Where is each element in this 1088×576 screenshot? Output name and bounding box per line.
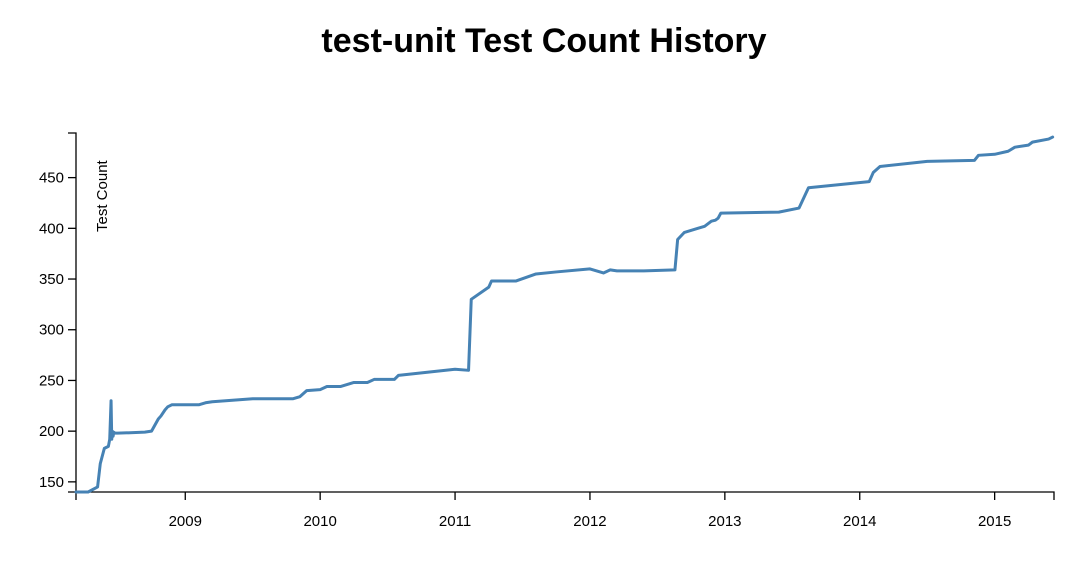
y-axis-line <box>68 132 77 493</box>
y-tick-label: 350 <box>39 271 64 288</box>
series-line <box>74 135 1055 494</box>
y-axis-title: Test Count <box>94 159 111 232</box>
y-axis: 150 200 250 300 350 400 450 <box>39 132 77 493</box>
y-tick-label: 400 <box>39 220 64 237</box>
y-tick-label: 450 <box>39 170 64 187</box>
x-tick-label: 2010 <box>303 513 336 530</box>
y-tick-label: 200 <box>39 423 64 440</box>
y-tick-label: 250 <box>39 372 64 389</box>
y-tick-label: 300 <box>39 322 64 339</box>
plot-area <box>74 135 1055 494</box>
x-tick-label: 2013 <box>708 513 741 530</box>
x-tick-label: 2015 <box>978 513 1011 530</box>
x-axis-line <box>75 491 1055 500</box>
x-tick-label: 2012 <box>573 513 606 530</box>
chart-title: test-unit Test Count History <box>321 22 767 60</box>
x-tick-label: 2009 <box>169 513 202 530</box>
x-tick-label: 2014 <box>843 513 876 530</box>
y-tick-label: 150 <box>39 474 64 491</box>
x-tick-label: 2011 <box>439 513 471 530</box>
x-axis: 2009 2010 2011 2012 2013 2014 2015 <box>75 491 1055 530</box>
